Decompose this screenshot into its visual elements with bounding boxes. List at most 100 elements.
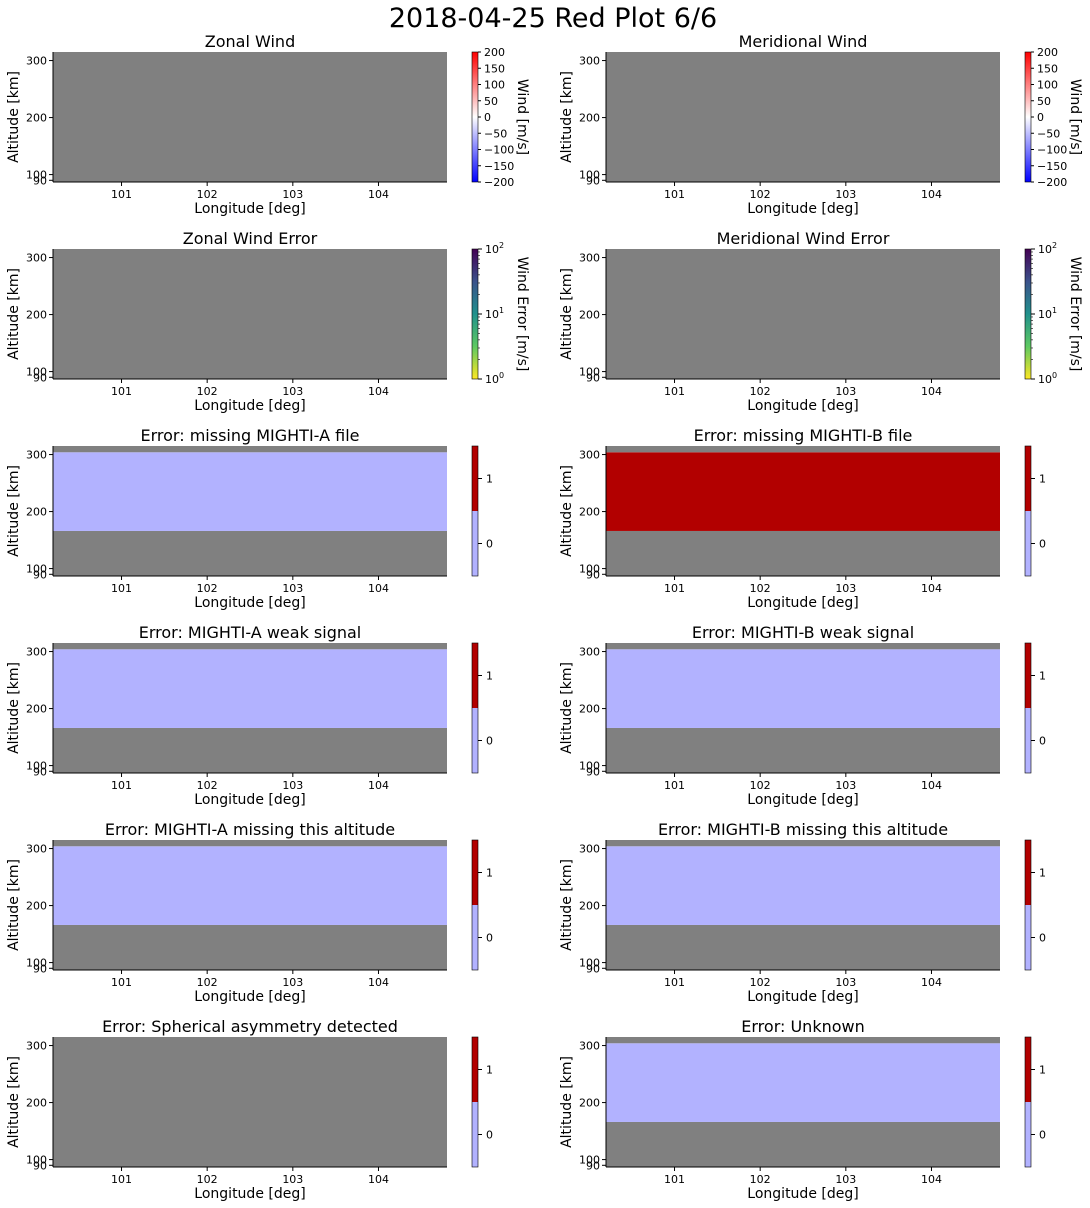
colorbar-tick-label: 1 — [486, 473, 493, 486]
panel-title: Error: Unknown — [741, 1017, 864, 1036]
colorbar-tick-label: 100 — [1038, 371, 1057, 386]
heatmap-band — [53, 643, 447, 650]
y-tick-label: 100 — [579, 563, 600, 576]
colorbar-tick-label: −150 — [484, 160, 514, 173]
panel-title: Error: MIGHTI-B missing this altitude — [658, 820, 948, 839]
colorbar-tick-label: −50 — [484, 127, 507, 140]
y-tick-label: 300 — [26, 252, 47, 265]
x-tick-label: 102 — [750, 779, 771, 792]
colorbar-tick-label: 1 — [1039, 670, 1046, 683]
heatmap-band — [53, 52, 447, 182]
y-tick-label: 100 — [579, 957, 600, 970]
colorbar-tick-label: 1 — [486, 1064, 493, 1077]
y-axis-label: Altitude [km] — [6, 268, 22, 360]
x-tick-label: 102 — [750, 1173, 771, 1186]
x-tick-label: 104 — [921, 582, 942, 595]
colorbar-tick-label: 0 — [1039, 1129, 1046, 1142]
x-tick-label: 104 — [921, 779, 942, 792]
heatmap-band — [53, 446, 447, 453]
x-axis-label: Longitude [deg] — [194, 201, 305, 217]
panel-title: Zonal Wind Error — [183, 229, 318, 248]
colorbar-outline — [1024, 642, 1032, 774]
colorbar-tick-label: 1 — [486, 867, 493, 880]
panel-title: Error: MIGHTI-B weak signal — [692, 623, 914, 642]
x-axis-label: Longitude [deg] — [747, 1186, 858, 1202]
y-axis-label: Altitude [km] — [6, 859, 22, 951]
x-tick-label: 101 — [664, 385, 685, 398]
colorbar-segment-0 — [1025, 1102, 1031, 1167]
y-axis-label: Altitude [km] — [6, 662, 22, 754]
y-tick-label: 100 — [26, 169, 47, 182]
y-tick-label: 100 — [26, 563, 47, 576]
colorbar-tick-label: 0 — [486, 1129, 493, 1142]
y-tick-label: 300 — [26, 646, 47, 659]
y-tick-label: 100 — [26, 1154, 47, 1167]
colorbar-tick-label: 0 — [486, 735, 493, 748]
colorbar: 200 150 100 50 0 −50 −100 −150 −200 Wind [m/s] — [1024, 46, 1083, 189]
x-tick-label: 101 — [111, 976, 132, 989]
x-tick-label: 104 — [368, 779, 389, 792]
x-tick-label: 104 — [368, 188, 389, 201]
heatmap-band — [53, 924, 447, 970]
figure-title: 2018-04-25 Red Plot 6/6 — [389, 3, 717, 34]
x-tick-label: 103 — [835, 976, 856, 989]
heatmap-band — [53, 649, 447, 728]
heatmap-band — [606, 530, 1000, 576]
y-axis-label: Altitude [km] — [559, 268, 575, 360]
colorbar-tick-label: 0 — [1039, 538, 1046, 551]
x-tick-label: 101 — [111, 779, 132, 792]
heatmap-band — [606, 649, 1000, 728]
heatmap-band — [606, 727, 1000, 773]
y-tick-label: 90 — [33, 371, 47, 384]
colorbar-tick-label: 0 — [1039, 932, 1046, 945]
x-tick-label: 103 — [282, 976, 303, 989]
heatmap-band — [53, 1037, 447, 1167]
y-tick-label: 100 — [26, 366, 47, 379]
y-tick-label: 200 — [579, 309, 600, 322]
colorbar-outline — [1024, 1036, 1032, 1168]
colorbar: 10 — [471, 642, 493, 774]
y-tick-label: 200 — [579, 703, 600, 716]
y-tick-label: 200 — [26, 112, 47, 125]
x-tick-label: 104 — [368, 1173, 389, 1186]
colorbar-outline — [1024, 445, 1032, 577]
y-tick-label: 90 — [33, 174, 47, 187]
colorbar-outline — [471, 642, 479, 774]
y-tick-label: 90 — [586, 174, 600, 187]
x-tick-label: 104 — [368, 385, 389, 398]
colorbar-segment-1 — [1025, 1037, 1031, 1102]
y-tick-label: 300 — [579, 449, 600, 462]
colorbar: 10 — [471, 839, 493, 971]
chart-panel: Error: missing MIGHTI-B file 101 102 103 104… — [559, 426, 1046, 611]
x-tick-label: 101 — [664, 188, 685, 201]
colorbar-label: Wind [m/s] — [514, 79, 530, 155]
colorbar: 10 — [1024, 642, 1046, 774]
colorbar-segment-1 — [472, 1037, 478, 1102]
y-axis-label: Altitude [km] — [6, 1056, 22, 1148]
x-tick-label: 104 — [921, 976, 942, 989]
x-tick-label: 103 — [282, 582, 303, 595]
colorbar: 102 101 100 Wind Error [m/s] — [1024, 241, 1083, 386]
x-tick-label: 103 — [282, 1173, 303, 1186]
colorbar-tick-label: 100 — [485, 371, 504, 386]
x-tick-label: 103 — [835, 188, 856, 201]
colorbar: 10 — [471, 445, 493, 577]
colorbar-segment-1 — [1025, 643, 1031, 708]
colorbar-segment-1 — [1025, 446, 1031, 511]
colorbar-tick-label: 200 — [1037, 46, 1058, 59]
heatmap-band — [53, 249, 447, 379]
y-tick-label: 90 — [33, 765, 47, 778]
y-tick-label: 300 — [579, 843, 600, 856]
colorbar-tick-label: 102 — [485, 241, 504, 256]
x-tick-label: 103 — [282, 188, 303, 201]
colorbar-label: Wind [m/s] — [1067, 79, 1083, 155]
y-tick-label: 300 — [26, 55, 47, 68]
chart-panel: Error: missing MIGHTI-A file 101 102 103 104… — [6, 426, 493, 611]
colorbar-tick-label: 102 — [1038, 241, 1057, 256]
y-tick-label: 200 — [26, 703, 47, 716]
heatmap-band — [606, 840, 1000, 847]
y-axis-label: Altitude [km] — [6, 465, 22, 557]
panel-title: Zonal Wind — [205, 32, 295, 51]
